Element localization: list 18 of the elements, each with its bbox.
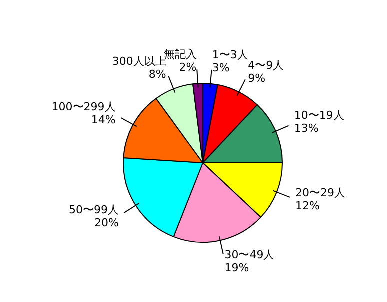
slice-label: 50〜99人 — [68, 204, 119, 217]
data-label: 14% — [91, 113, 116, 126]
data-label: 13% — [294, 122, 319, 136]
data-label: 20% — [94, 216, 119, 230]
slice-label: 無記入 — [164, 48, 197, 62]
data-label: 12% — [296, 200, 320, 213]
data-label: 3% — [212, 61, 230, 74]
slice-label: 1〜3人 — [212, 48, 248, 62]
data-label: 8% — [148, 68, 166, 81]
slice-label: 300人以上 — [112, 54, 166, 68]
slice-label: 100〜299人 — [52, 100, 116, 114]
slice-label: 10〜19人 — [294, 109, 344, 122]
data-label: 2% — [179, 61, 197, 74]
slice-label: 30〜49人 — [224, 248, 275, 262]
data-label: 9% — [248, 72, 266, 85]
slice-label: 4〜9人 — [248, 58, 284, 72]
slice-label: 20〜29人 — [296, 186, 346, 200]
data-label: 19% — [224, 261, 250, 274]
